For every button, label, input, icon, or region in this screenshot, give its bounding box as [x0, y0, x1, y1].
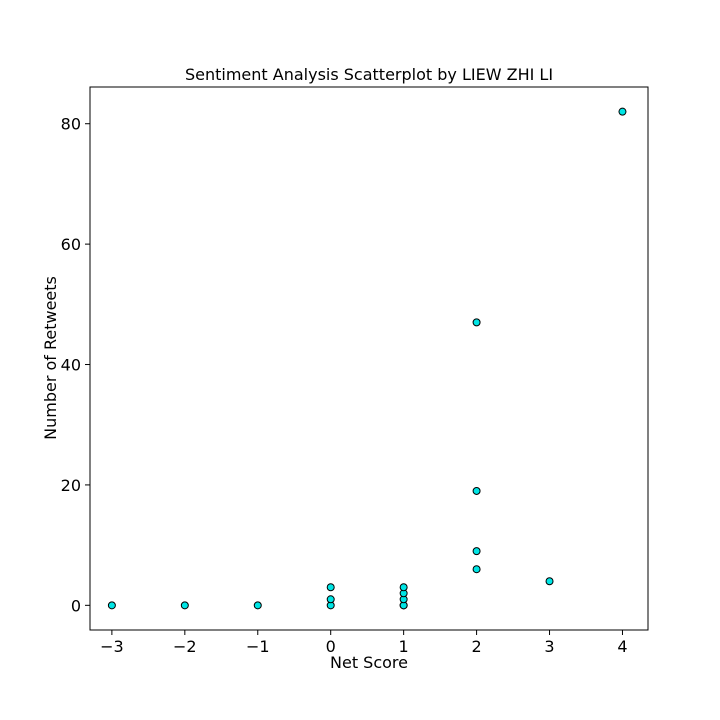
x-tick-label: 3 [544, 637, 554, 656]
y-axis-label: Number of Retweets [41, 276, 60, 440]
plot-area [89, 86, 649, 631]
x-tick-label: 4 [617, 637, 627, 656]
scatter-point [107, 601, 116, 610]
scatter-point [472, 486, 481, 495]
x-tick-label: −2 [173, 637, 197, 656]
x-tick-label: −1 [246, 637, 270, 656]
x-axis-label: Net Score [330, 653, 408, 672]
y-tick-label: 40 [61, 356, 81, 375]
scatter-point [618, 107, 627, 116]
scatter-point [180, 601, 189, 610]
y-tick-label: 80 [61, 115, 81, 134]
scatter-point [545, 577, 554, 586]
chart-title: Sentiment Analysis Scatterplot by LIEW Z… [185, 65, 553, 84]
x-tick-label: 2 [471, 637, 481, 656]
scatter-point [253, 601, 262, 610]
data-points [107, 107, 627, 610]
x-tick-label: 1 [399, 637, 409, 656]
scatter-point [472, 318, 481, 327]
x-tick-label: −3 [100, 637, 124, 656]
scatter-point [326, 595, 335, 604]
x-axis: −3 −2 −1 0 1 2 3 4 [100, 630, 628, 656]
scatter-point [472, 547, 481, 556]
scatter-point [399, 583, 408, 592]
y-axis: 0 20 40 60 80 [61, 115, 90, 615]
y-tick-label: 0 [71, 596, 81, 615]
scatter-point [326, 583, 335, 592]
scatter-point [472, 565, 481, 574]
y-tick-label: 60 [61, 235, 81, 254]
y-tick-label: 20 [61, 476, 81, 495]
x-tick-label: 0 [326, 637, 336, 656]
